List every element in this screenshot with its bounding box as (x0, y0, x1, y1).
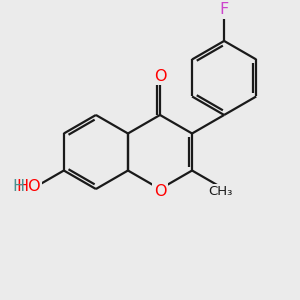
Text: F: F (220, 2, 229, 17)
Text: HO: HO (16, 179, 41, 194)
Text: O: O (154, 184, 166, 200)
Text: H: H (13, 179, 25, 194)
Text: O: O (154, 69, 166, 84)
Text: CH₃: CH₃ (208, 185, 233, 198)
